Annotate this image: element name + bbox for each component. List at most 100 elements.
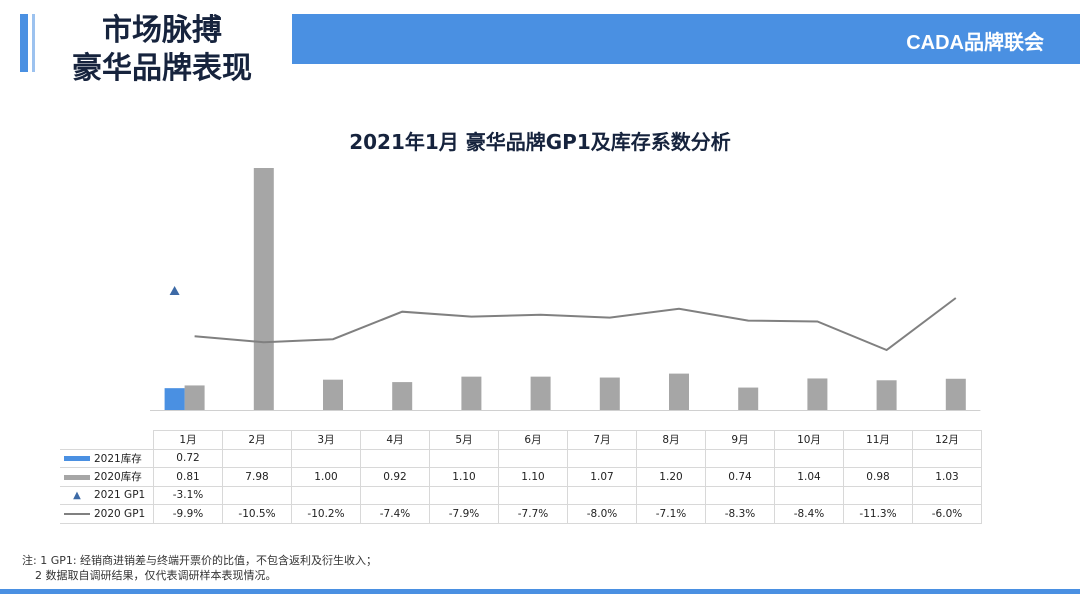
table-header-row: 1月 2月 3月 4月 5月 6月 7月 8月 9月 10月 11月 12月 bbox=[60, 430, 982, 450]
table-cell bbox=[360, 448, 430, 468]
table-cell: 7.98 bbox=[222, 467, 292, 487]
table-cell: -11.3% bbox=[843, 504, 913, 524]
table-cell: 0.92 bbox=[360, 467, 430, 487]
month-header: 1月 bbox=[153, 430, 223, 450]
table-cell bbox=[291, 485, 361, 505]
bar-2020-inventory bbox=[599, 377, 620, 410]
legend-swatch-line bbox=[64, 512, 90, 515]
footnote-2: 2 数据取自调研结果，仅代表调研样本表现情况。 bbox=[35, 569, 277, 582]
table-cell: 0.72 bbox=[153, 448, 223, 468]
bar-2020-inventory bbox=[184, 385, 205, 410]
month-header: 11月 bbox=[843, 430, 913, 450]
bar-2020-inventory bbox=[461, 376, 482, 410]
triangle-marker-icon: ▲ bbox=[73, 489, 81, 501]
month-header: 9月 bbox=[705, 430, 775, 450]
brand-label: CADA品牌联会 bbox=[906, 32, 1044, 54]
table-cell bbox=[222, 448, 292, 468]
page-title-line2: 豪华品牌表现 bbox=[72, 51, 252, 86]
table-cell bbox=[774, 485, 844, 505]
page-title: 市场脉搏 豪华品牌表现 bbox=[42, 12, 282, 88]
table-cell bbox=[498, 448, 568, 468]
table-cell bbox=[705, 448, 775, 468]
table-cell: -6.0% bbox=[912, 504, 982, 524]
table-cell: 1.04 bbox=[774, 467, 844, 487]
bar-2020-inventory bbox=[669, 373, 689, 410]
table-cell: -10.2% bbox=[291, 504, 361, 524]
table-cell: -8.0% bbox=[567, 504, 637, 524]
legend-2020-gp1: 2020 GP1 bbox=[60, 504, 154, 524]
bar-2020-inventory bbox=[807, 378, 828, 410]
table-cell bbox=[291, 448, 361, 468]
table-cell bbox=[912, 448, 982, 468]
legend-2020-inventory: 2020库存 bbox=[60, 467, 154, 487]
bar-2020-inventory bbox=[253, 168, 274, 410]
month-header: 8月 bbox=[636, 430, 706, 450]
bar-2020-inventory bbox=[323, 379, 343, 410]
table-cell: -7.9% bbox=[429, 504, 499, 524]
data-table: 1月 2月 3月 4月 5月 6月 7月 8月 9月 10月 11月 12月 2… bbox=[60, 430, 982, 524]
table-cell bbox=[567, 485, 637, 505]
footer-bar bbox=[0, 589, 1080, 594]
month-header: 7月 bbox=[567, 430, 637, 450]
bar-2021-inventory bbox=[164, 388, 185, 410]
table-cell: 1.20 bbox=[636, 467, 706, 487]
table-cell bbox=[705, 485, 775, 505]
table-cell: 1.07 bbox=[567, 467, 637, 487]
table-cell: 1.10 bbox=[498, 467, 568, 487]
table-corner bbox=[60, 430, 154, 450]
row-label: 2020 GP1 bbox=[94, 507, 146, 520]
table-cell: 1.10 bbox=[429, 467, 499, 487]
month-header: 5月 bbox=[429, 430, 499, 450]
month-header: 10月 bbox=[774, 430, 844, 450]
bar-2020-inventory bbox=[530, 376, 551, 410]
table-cell bbox=[429, 448, 499, 468]
table-cell: 1.03 bbox=[912, 467, 982, 487]
table-cell: 0.74 bbox=[705, 467, 775, 487]
table-row-2020-inventory: 2020库存 0.81 7.98 1.00 0.92 1.10 1.10 1.0… bbox=[60, 467, 982, 487]
table-cell bbox=[429, 485, 499, 505]
title-accent-bar-thin bbox=[32, 14, 35, 72]
table-cell bbox=[567, 448, 637, 468]
table-row-2021-gp1: ▲ 2021 GP1 -3.1% bbox=[60, 485, 982, 505]
table-cell: -3.1% bbox=[153, 485, 223, 505]
bar-2020-inventory bbox=[945, 378, 966, 410]
legend-swatch-gray-bar bbox=[64, 474, 90, 480]
footnote-1: 注: 1 GP1: 经销商进销差与终端开票价的比值，不包含返利及衍生收入； bbox=[22, 554, 378, 567]
bar-2020-inventory bbox=[392, 382, 413, 410]
table-cell: -10.5% bbox=[222, 504, 292, 524]
month-header: 6月 bbox=[498, 430, 568, 450]
table-cell: -9.9% bbox=[153, 504, 223, 524]
table-cell: 0.81 bbox=[153, 467, 223, 487]
table-cell: 0.98 bbox=[843, 467, 913, 487]
title-accent-bar bbox=[20, 14, 28, 72]
table-cell: 1.00 bbox=[291, 467, 361, 487]
month-header: 12月 bbox=[912, 430, 982, 450]
table-row-2021-inventory: 2021库存 0.72 bbox=[60, 448, 982, 468]
legend-2021-inventory: 2021库存 bbox=[60, 448, 154, 468]
table-cell bbox=[636, 448, 706, 468]
table-cell: -7.7% bbox=[498, 504, 568, 524]
table-cell bbox=[843, 448, 913, 468]
marker-2021-gp1 bbox=[169, 286, 180, 295]
table-cell: -8.3% bbox=[705, 504, 775, 524]
row-label: 2020库存 bbox=[94, 471, 142, 484]
line-2020-gp1 bbox=[194, 297, 957, 352]
table-cell bbox=[498, 485, 568, 505]
month-header: 2月 bbox=[222, 430, 292, 450]
bar-2020-inventory bbox=[876, 380, 897, 410]
chart-title: 2021年1月 豪华品牌GP1及库存系数分析 bbox=[349, 130, 731, 154]
table-cell bbox=[636, 485, 706, 505]
row-label: 2021 GP1 bbox=[94, 489, 146, 502]
table-cell: -8.4% bbox=[774, 504, 844, 524]
footnotes: 注: 1 GP1: 经销商进销差与终端开票价的比值，不包含返利及衍生收入； 2 … bbox=[22, 553, 377, 583]
legend-2021-gp1: ▲ 2021 GP1 bbox=[60, 485, 154, 505]
month-header: 4月 bbox=[360, 430, 430, 450]
month-header: 3月 bbox=[291, 430, 361, 450]
legend-swatch-blue-bar bbox=[64, 456, 90, 462]
page-title-line1: 市场脉搏 bbox=[102, 13, 222, 48]
row-label: 2021库存 bbox=[94, 452, 142, 465]
table-cell: -7.1% bbox=[636, 504, 706, 524]
table-cell bbox=[912, 485, 982, 505]
table-cell bbox=[843, 485, 913, 505]
